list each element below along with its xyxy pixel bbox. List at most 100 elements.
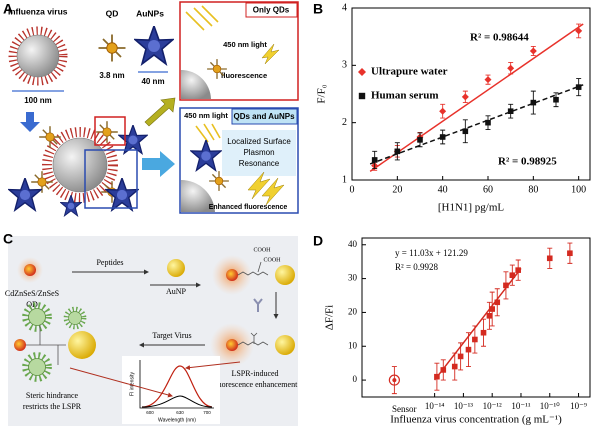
label: fluorescence <box>221 71 267 80</box>
peptide <box>237 261 269 276</box>
highlight-box <box>94 116 126 146</box>
label: COOH <box>253 247 271 253</box>
y-tick-label: 20 <box>348 306 358 316</box>
legend-label: Human serum <box>371 90 439 102</box>
marker <box>494 299 501 306</box>
label: fluorescence enhancement <box>213 380 298 389</box>
x-tick-label: 60 <box>483 184 493 195</box>
label: Resonance <box>239 159 280 168</box>
annotation: R² = 0.98644 <box>470 32 529 44</box>
box-title <box>231 108 298 125</box>
label: QDs and AuNPs <box>233 112 295 121</box>
label: QD <box>106 8 119 18</box>
marker <box>567 250 573 257</box>
annotation: Sensor <box>392 404 417 414</box>
annotation: y = 11.03x + 121.29 <box>395 248 468 258</box>
aunp-icon <box>134 26 174 65</box>
label: Influenza virus <box>8 6 68 16</box>
label: Steric hindrance <box>26 391 79 400</box>
virus-part <box>181 179 215 212</box>
panel-c: C CdZnSeS/ZnSeS QD Peptides AuNP COOH CO… <box>3 231 298 426</box>
x-axis-label: [H1N1] pg/mL <box>438 202 505 214</box>
peptide <box>26 325 66 365</box>
label: LSPR-induced <box>231 369 278 378</box>
marker <box>388 374 400 386</box>
y-axis-label: ΔF/Fi <box>324 305 336 330</box>
x-tick-label: 0 <box>350 184 355 195</box>
y-tick-label: 2 <box>342 117 347 128</box>
label: CdZnSeS/ZnSeS <box>5 289 59 298</box>
highlight-box <box>84 149 138 209</box>
marker <box>371 157 378 163</box>
marker <box>529 47 537 55</box>
inset-curve <box>141 365 213 408</box>
panel-label: C <box>3 231 13 247</box>
marker <box>507 64 515 72</box>
light-rays <box>195 123 221 143</box>
x-tick-label: 10⁻¹⁴ <box>425 401 445 411</box>
fit-line <box>369 23 584 173</box>
marker <box>485 119 491 126</box>
qd <box>24 264 36 276</box>
marker <box>457 353 464 360</box>
y-tick-label: 3 <box>342 60 347 71</box>
label: Peptides <box>96 258 123 267</box>
marker <box>439 134 446 140</box>
x-tick-label: 100 <box>571 184 586 195</box>
x-axis-label: Influenza virus concentration (g mL⁻¹) <box>390 414 562 426</box>
panel-label: D <box>313 233 323 249</box>
inset-axes <box>139 360 214 409</box>
marker <box>440 367 447 373</box>
lightning <box>247 171 285 206</box>
peptide <box>237 332 269 346</box>
qd <box>226 339 238 351</box>
label: Enhanced fluorescence <box>209 204 288 211</box>
marker <box>417 137 423 143</box>
y-tick-label: 0 <box>353 374 358 384</box>
lspr-bg <box>222 130 296 176</box>
label: AuNP <box>166 287 187 296</box>
marker <box>509 272 516 279</box>
marker <box>503 282 509 289</box>
qd-icon <box>97 33 127 63</box>
x-tick-label: 10⁻¹⁰ <box>540 401 560 411</box>
panel-a: A Influenza virus 100 nm QD 3.8 nm AuNPs… <box>3 1 299 217</box>
marker <box>461 93 469 101</box>
aunp-icon <box>8 178 42 212</box>
label: Target Virus <box>152 331 191 340</box>
marker <box>530 99 537 106</box>
marker <box>553 96 559 103</box>
qd <box>14 339 26 351</box>
x-tick-label: 80 <box>528 184 538 195</box>
legend-label: Ultrapure water <box>371 66 448 78</box>
annotation: R² = 0.98925 <box>498 156 557 168</box>
label: Plasmon <box>243 148 274 157</box>
qd-icon <box>38 125 62 149</box>
arrow <box>69 367 173 398</box>
label: 700 <box>203 410 211 415</box>
label: Localized Surface <box>227 137 291 146</box>
marker <box>358 92 366 100</box>
arrow <box>20 112 40 132</box>
aunp <box>275 335 295 355</box>
plot-frame <box>351 7 591 181</box>
virus-part <box>181 70 211 99</box>
y-tick-label: 1 <box>342 174 347 185</box>
label: 3.8 nm <box>99 71 124 80</box>
label: Wavelength (nm) <box>158 417 196 423</box>
aunp <box>167 259 185 277</box>
antibody <box>253 298 263 312</box>
arrow <box>142 151 175 177</box>
aunp <box>68 331 96 359</box>
plot-frame <box>361 237 591 398</box>
marker <box>394 148 401 155</box>
label: AuNPs <box>136 8 164 18</box>
lightning <box>261 43 280 65</box>
arrow <box>185 361 241 371</box>
y-tick-label: 10 <box>348 340 358 350</box>
light-rays <box>185 5 219 31</box>
aunp <box>275 265 295 285</box>
label: COOH <box>263 257 281 263</box>
panel-label: A <box>3 1 13 17</box>
